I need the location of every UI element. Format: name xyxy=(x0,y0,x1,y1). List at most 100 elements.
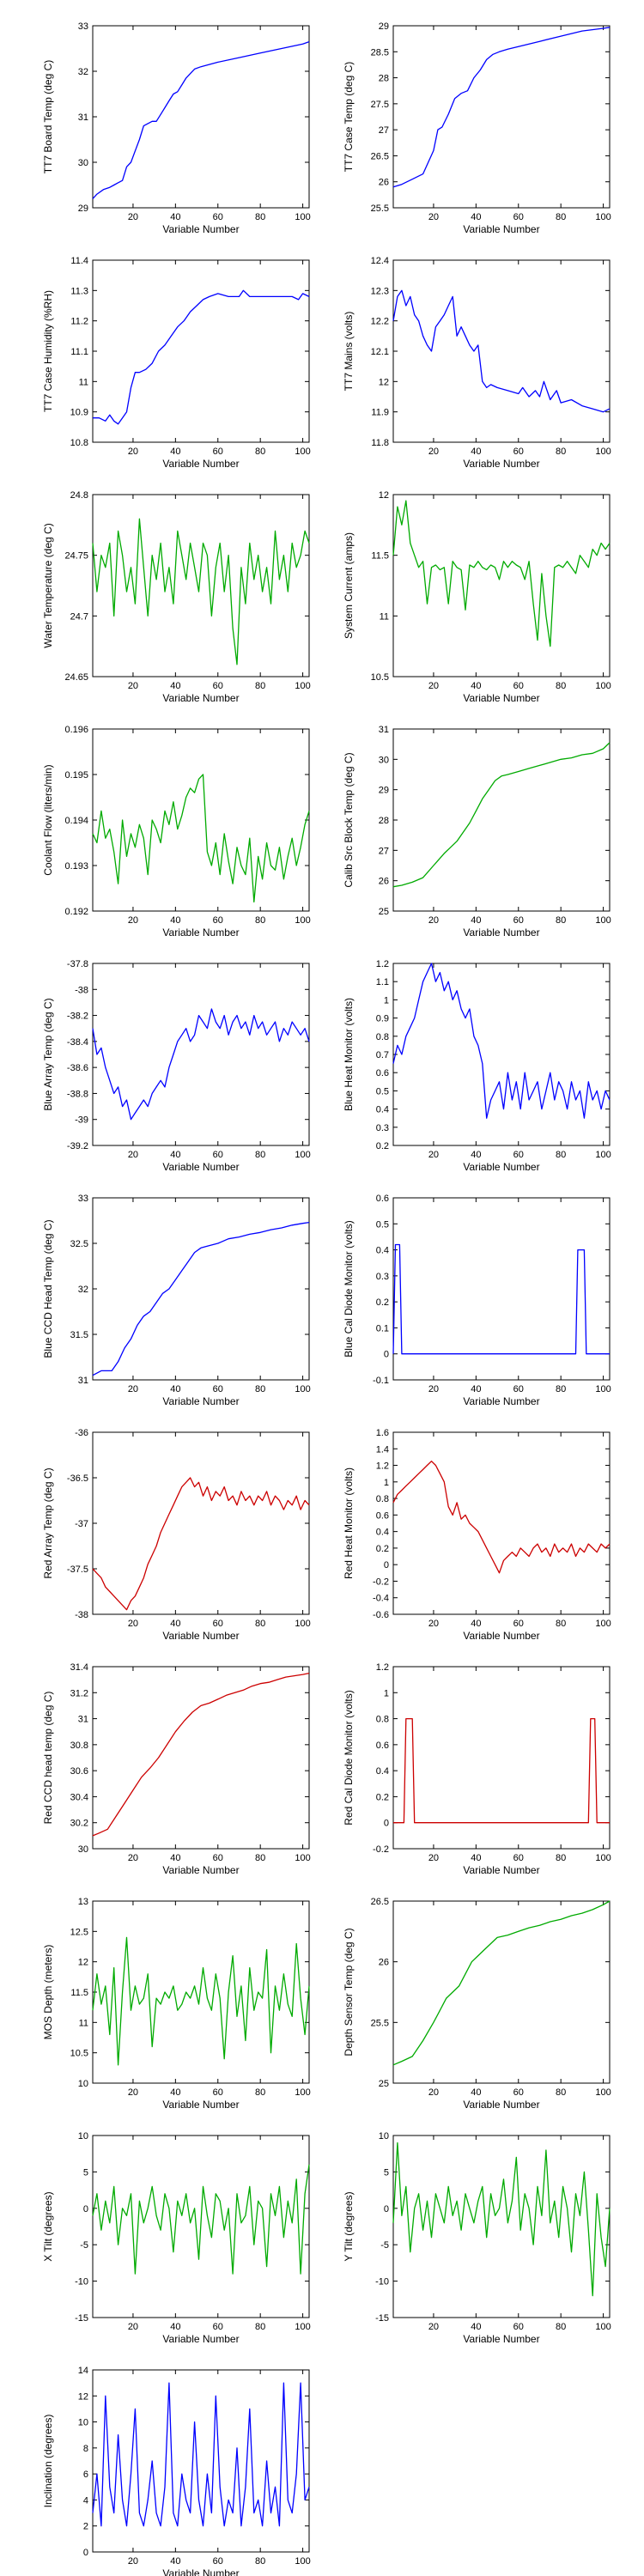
x-tick-label: 60 xyxy=(213,2322,223,2332)
plot-frame xyxy=(392,1900,611,2084)
y-tick-label: 12 xyxy=(379,490,389,501)
x-tick-label: 80 xyxy=(556,2087,566,2098)
x-tick-label: 60 xyxy=(513,1619,524,1629)
x-tick-label: 100 xyxy=(295,447,310,457)
x-axis-label: Variable Number xyxy=(463,2099,539,2111)
y-axis-label: Depth Sensor Temp (deg C) xyxy=(343,1928,355,2056)
y-tick-label: 5 xyxy=(384,2167,389,2178)
y-tick-label: 0.195 xyxy=(64,770,88,781)
x-axis-label: Variable Number xyxy=(162,1161,239,1173)
y-axis-label: Blue Cal Diode Monitor (volts) xyxy=(343,1220,355,1357)
x-axis-label: Variable Number xyxy=(162,2567,239,2576)
y-tick-label: -5 xyxy=(380,2240,389,2251)
y-tick-label: 25.5 xyxy=(371,204,389,214)
y-tick-label: 25 xyxy=(379,907,389,917)
y-axis-label: Red Heat Monitor (volts) xyxy=(343,1467,355,1579)
y-tick-label: 1.2 xyxy=(376,1662,389,1673)
x-tick-label: 40 xyxy=(170,2556,180,2567)
y-tick-label: 29 xyxy=(78,204,88,214)
x-axis-label: Variable Number xyxy=(162,1864,239,1876)
y-tick-label: -38.8 xyxy=(67,1089,88,1099)
y-tick-label: -15 xyxy=(75,2313,88,2324)
x-tick-label: 20 xyxy=(128,1384,138,1394)
y-tick-label: 0.2 xyxy=(376,1792,389,1802)
series-line xyxy=(393,1717,610,1824)
y-tick-label: 0.4 xyxy=(376,1105,389,1115)
y-tick-label: 0.192 xyxy=(64,907,88,917)
x-tick-label: 80 xyxy=(556,681,566,691)
x-tick-label: 100 xyxy=(295,681,310,691)
y-tick-label: 11.5 xyxy=(371,551,389,562)
y-tick-label: 26.5 xyxy=(371,1897,389,1907)
y-tick-label: 11.4 xyxy=(70,256,88,266)
x-tick-label: 60 xyxy=(513,681,524,691)
x-axis-label: Variable Number xyxy=(463,2333,539,2345)
y-tick-label: 31.5 xyxy=(70,1330,88,1340)
y-tick-label: 11.5 xyxy=(70,1988,88,1998)
x-tick-label: 60 xyxy=(213,1853,223,1863)
chart-panel: 0.192 0.193 0.194 0.195 0.196 20 40 60 80 100 Vari… xyxy=(42,725,311,939)
y-tick-label: 13 xyxy=(78,1897,88,1907)
x-tick-label: 20 xyxy=(428,2322,439,2332)
series-line xyxy=(392,1900,611,2066)
plot-frame xyxy=(392,1666,611,1850)
y-tick-label: 30.8 xyxy=(70,1741,88,1751)
plot-frame xyxy=(392,963,611,1146)
series-line xyxy=(93,289,310,425)
y-tick-label: 0.193 xyxy=(64,861,88,872)
x-tick-label: 40 xyxy=(471,447,481,457)
series-line xyxy=(392,742,611,888)
y-tick-label: -37.5 xyxy=(67,1564,88,1575)
series-line xyxy=(392,27,611,188)
x-tick-label: 60 xyxy=(213,1619,223,1629)
y-tick-label: 0.6 xyxy=(376,1510,389,1521)
series-line xyxy=(92,518,310,665)
y-tick-label: -37 xyxy=(75,1519,88,1529)
x-tick-label: 20 xyxy=(428,915,439,926)
y-tick-label: -39.2 xyxy=(67,1141,88,1151)
y-tick-label: 0 xyxy=(83,2204,88,2215)
x-tick-label: 40 xyxy=(170,212,180,222)
x-tick-label: 40 xyxy=(170,1853,180,1863)
y-tick-label: -0.4 xyxy=(373,1594,389,1604)
x-axis-label: Variable Number xyxy=(162,2099,239,2111)
y-tick-label: 10.9 xyxy=(70,408,88,418)
x-tick-label: 40 xyxy=(170,447,180,457)
y-tick-label: -36 xyxy=(75,1428,88,1438)
y-tick-label: 0.7 xyxy=(376,1050,389,1060)
x-tick-label: 20 xyxy=(128,915,138,926)
x-tick-label: 80 xyxy=(556,915,566,926)
x-tick-label: 100 xyxy=(295,2322,310,2332)
y-tick-label: 27 xyxy=(379,846,389,856)
chart-panel: 24.65 24.7 24.75 24.8 20 40 60 80 100 Variable Nu… xyxy=(42,490,311,704)
y-tick-label: 0.4 xyxy=(376,1528,389,1538)
x-tick-label: 80 xyxy=(255,212,265,222)
y-tick-label: 0.1 xyxy=(376,1323,389,1334)
y-tick-label: -0.2 xyxy=(373,1844,389,1855)
x-tick-label: 80 xyxy=(255,915,265,926)
chart-panel: -0.6 -0.4 -0.2 0 0.2 0.4 0.6 0.8 1 1.2 1.4 1.6 20 40 6… xyxy=(343,1428,611,1642)
y-tick-label: 27.5 xyxy=(371,100,389,110)
x-tick-label: 80 xyxy=(556,447,566,457)
y-axis-label: Blue Heat Monitor (volts) xyxy=(343,998,355,1111)
chart-panel: -38 -37.5 -37 -36.5 -36 20 40 60 80 100 Variable N… xyxy=(42,1428,311,1642)
y-tick-label: 0.6 xyxy=(376,1194,389,1204)
x-tick-label: 40 xyxy=(471,1619,481,1629)
series-line xyxy=(92,1008,310,1121)
x-axis-label: Variable Number xyxy=(463,927,539,939)
plot-frame xyxy=(92,1197,310,1381)
x-axis-label: Variable Number xyxy=(162,458,239,470)
y-tick-label: 11 xyxy=(79,377,88,387)
x-tick-label: 80 xyxy=(556,1619,566,1629)
y-tick-label: 1 xyxy=(384,1688,389,1698)
y-tick-label: 0.196 xyxy=(64,725,88,735)
y-axis-label: Y Tilt (degrees) xyxy=(343,2191,355,2261)
y-tick-label: 26 xyxy=(379,877,389,887)
y-tick-label: 0.5 xyxy=(376,1086,389,1097)
series-line xyxy=(392,2142,611,2297)
y-axis-label: TT7 Mains (volts) xyxy=(343,312,355,392)
plot-frame xyxy=(92,259,310,443)
y-tick-label: 0.3 xyxy=(376,1272,389,1282)
y-tick-label: -36.5 xyxy=(67,1473,88,1484)
y-tick-label: 4 xyxy=(83,2495,88,2506)
